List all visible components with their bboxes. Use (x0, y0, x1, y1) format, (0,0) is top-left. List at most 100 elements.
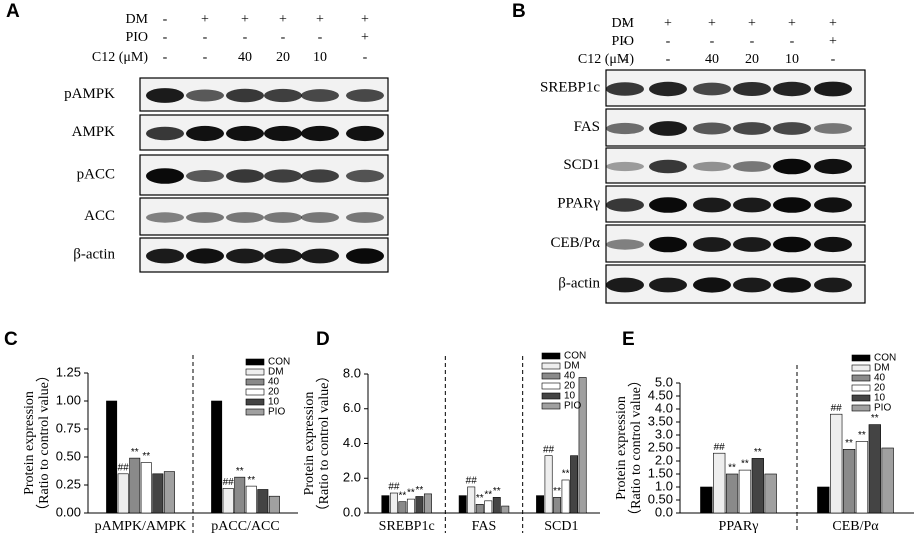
blot-band (773, 197, 811, 213)
blot-band (606, 277, 644, 293)
blot-band (226, 212, 264, 223)
bar (817, 486, 830, 514)
panel-letter: E (622, 329, 635, 350)
bar (492, 497, 501, 514)
x-tick-label: FAS (472, 519, 497, 534)
treatment-sign: - (318, 30, 323, 45)
legend-swatch (851, 384, 871, 392)
treatment-label: DM (611, 16, 634, 31)
legend-swatch (245, 378, 265, 386)
treatment-label: C12 (μM) (92, 50, 148, 65)
legend-swatch (245, 408, 265, 416)
treatment-label: DM (125, 12, 148, 27)
significance-mark: ** (399, 490, 407, 501)
bar (561, 479, 570, 514)
legend-swatch (541, 362, 561, 370)
significance-mark: ** (845, 438, 853, 449)
bar (553, 497, 562, 514)
treatment-sign: - (163, 50, 168, 65)
legend-swatch (245, 358, 265, 366)
bar (257, 489, 269, 514)
significance-mark: ** (562, 469, 570, 480)
treatment-sign: 20 (276, 50, 290, 65)
treatment-sign: + (241, 12, 249, 27)
significance-mark: ** (871, 413, 879, 424)
blot-band (226, 169, 264, 183)
legend-label: PIO (564, 401, 581, 412)
blot-band (146, 248, 184, 264)
y-tick-label: 0.25 (56, 476, 81, 491)
blot-band (693, 197, 731, 213)
significance-mark: ** (484, 489, 492, 500)
treatment-sign: - (666, 52, 671, 67)
y-axis-label: Protein expression (614, 396, 629, 500)
bar (398, 501, 407, 514)
bar (738, 469, 752, 514)
blot-label: FAS (574, 119, 600, 135)
blot-label: β-actin (558, 275, 600, 291)
y-tick-label: 2.50 (648, 439, 673, 454)
legend-label: 20 (564, 381, 576, 392)
blot-band (186, 89, 224, 102)
bar (570, 455, 579, 514)
blot-band (301, 212, 339, 223)
bar (751, 458, 764, 514)
legend-swatch (541, 392, 561, 400)
legend-label: CON (874, 353, 896, 364)
blot-label: pAMPK (64, 86, 115, 102)
blot-band (346, 248, 384, 264)
bar (415, 496, 424, 514)
panel-letter: D (316, 329, 330, 350)
blot-band (814, 81, 852, 97)
legend-swatch (851, 404, 871, 412)
treatment-sign: 40 (238, 50, 252, 65)
significance-mark: ** (858, 430, 866, 441)
legend-label: 40 (268, 377, 280, 388)
legend-label: DM (874, 363, 890, 374)
blot-band (146, 212, 184, 223)
treatment-sign: - (666, 34, 671, 49)
blot-band (264, 212, 302, 223)
blot-band (264, 248, 302, 264)
blot-band (733, 82, 771, 96)
y-tick-label: 0.50 (648, 491, 673, 506)
y-axis-label: （Ratio to control value） (316, 369, 332, 519)
blot-band (733, 197, 771, 213)
significance-mark: ** (142, 451, 150, 462)
blot-band (606, 161, 644, 172)
y-tick-label: 5.0 (655, 374, 673, 389)
blot-band (606, 82, 644, 96)
treatment-sign: + (361, 12, 369, 27)
bar (764, 473, 777, 514)
significance-mark: ** (754, 447, 762, 458)
blot-band (186, 248, 224, 264)
significance-mark: ** (416, 485, 424, 496)
blot-label: SREBP1c (540, 79, 600, 95)
bar (234, 476, 246, 514)
blot-band (733, 277, 771, 293)
bar (868, 424, 881, 514)
legend-swatch (851, 394, 871, 402)
blot-band (146, 88, 184, 103)
blot-band (226, 88, 264, 103)
legend-label: 10 (564, 391, 576, 402)
blot-band (693, 277, 731, 293)
significance-mark: ## (543, 444, 555, 455)
legend-swatch (541, 382, 561, 390)
blot-band (814, 123, 852, 134)
y-tick-label: 0.75 (56, 420, 81, 435)
legend-swatch (541, 352, 561, 360)
treatment-sign: + (201, 12, 209, 27)
blot-band (226, 125, 264, 142)
blot-label: CEB/Pα (550, 235, 600, 251)
treatment-sign: - (623, 16, 628, 31)
bar (713, 452, 726, 514)
bar (830, 413, 843, 514)
significance-mark: ## (388, 482, 400, 493)
bar (700, 486, 713, 514)
treatment-sign: + (748, 16, 756, 31)
significance-mark: ** (131, 447, 139, 458)
bar (163, 471, 175, 514)
blot-band (733, 122, 771, 135)
y-tick-label: 2.0 (343, 470, 361, 485)
